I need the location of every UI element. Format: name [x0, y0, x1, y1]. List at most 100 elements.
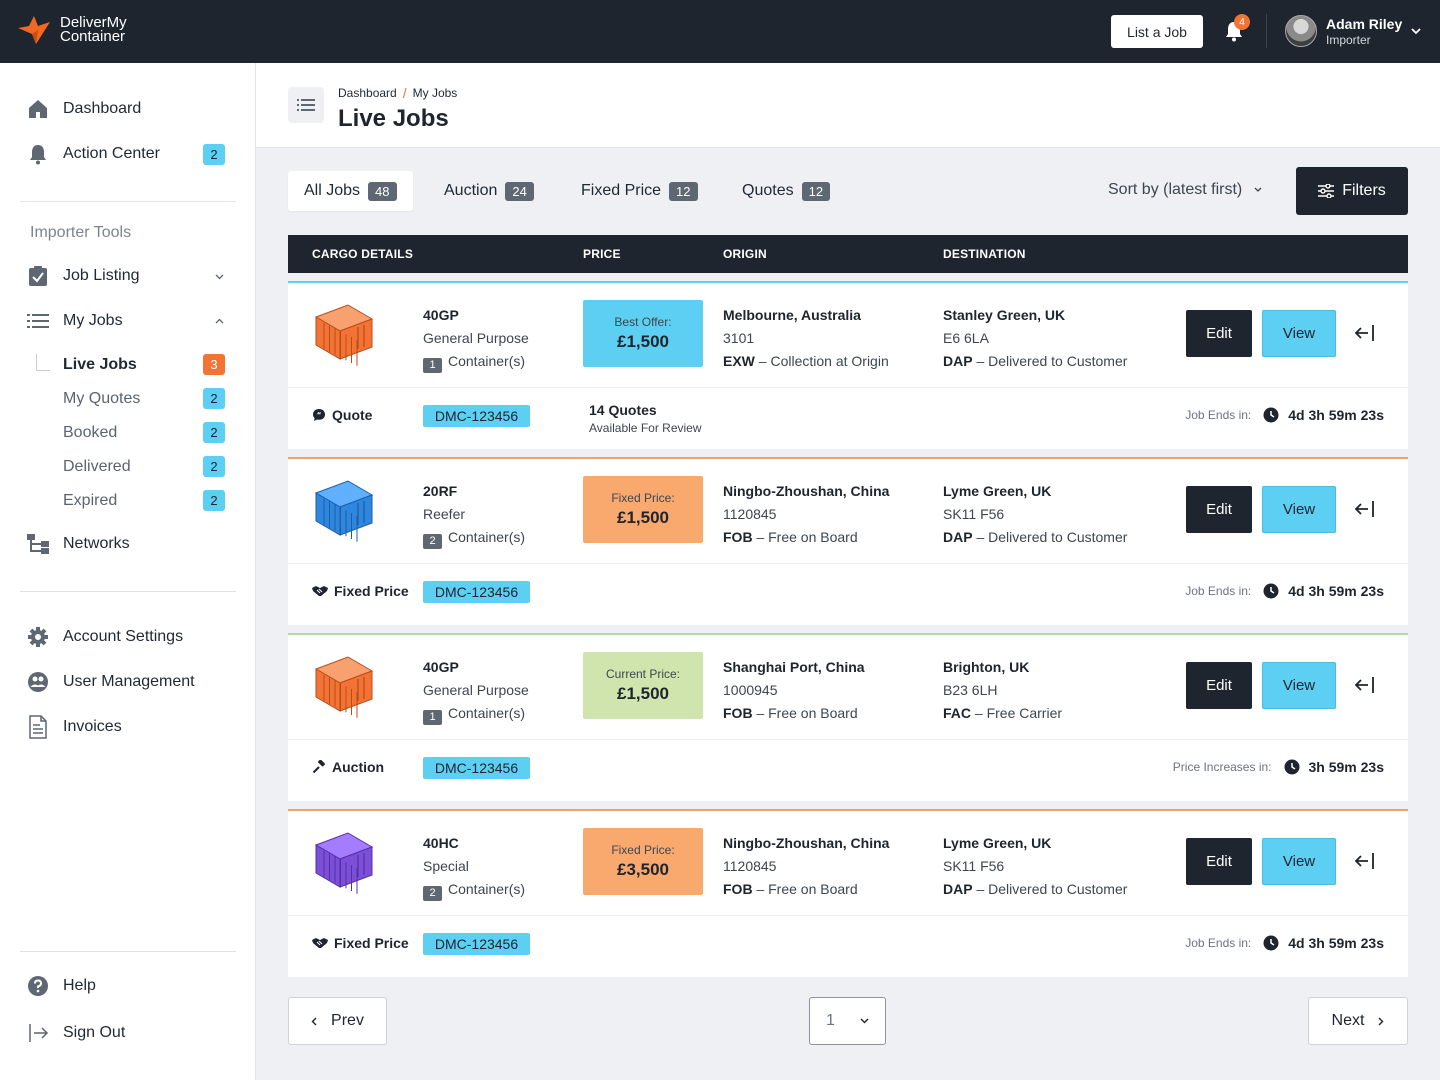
sidebar-item-booked[interactable]: Booked [63, 424, 118, 441]
price-box: Fixed Price: £1,500 [583, 476, 703, 543]
avatar[interactable] [1285, 15, 1317, 47]
collapse-arrow-icon[interactable] [1354, 323, 1376, 343]
origin: Ningbo-Zhoushan, China 1120845 FOB – Free … [723, 832, 889, 901]
clock-icon [1263, 583, 1279, 599]
destination: Lyme Green, UK SK11 F56 DAP – Delivered to… [943, 832, 1127, 901]
origin: Ningbo-Zhoushan, China 1120845 FOB – Free … [723, 480, 889, 549]
chevron-down-icon[interactable] [1410, 26, 1422, 36]
sidebar-item-account-settings[interactable]: Account Settings [26, 625, 183, 649]
logo-icon [18, 16, 50, 44]
tab-quotes[interactable]: Quotes 12 [742, 171, 831, 211]
sidebar-item-networks[interactable]: Networks [26, 532, 130, 556]
edit-button[interactable]: Edit [1186, 662, 1252, 709]
sidebar-item-delivered[interactable]: Delivered [63, 458, 131, 475]
container-kind: Special [423, 858, 469, 874]
view-button[interactable]: View [1262, 838, 1336, 885]
user-name[interactable]: Adam Riley [1326, 16, 1403, 32]
quantity-badge: 2 [423, 534, 442, 549]
sidebar-section-label: Importer Tools [30, 224, 132, 241]
destination-term-desc: – Free Carrier [974, 705, 1063, 721]
tab-auction[interactable]: Auction 24 [444, 171, 534, 211]
origin-postcode: 1000945 [723, 682, 778, 698]
edit-button[interactable]: Edit [1186, 486, 1252, 533]
sidebar-item-my-jobs[interactable]: My Jobs [26, 309, 123, 333]
sidebar-item-label: Job Listing [63, 267, 140, 284]
breadcrumb-dashboard[interactable]: Dashboard [338, 86, 397, 100]
destination: Lyme Green, UK SK11 F56 DAP – Delivered to… [943, 480, 1127, 549]
bell-icon [26, 142, 50, 166]
prev-page-button[interactable]: Prev [288, 997, 387, 1045]
breadcrumb: Dashboard / My Jobs [338, 85, 457, 101]
view-button[interactable]: View [1262, 310, 1336, 357]
edit-button[interactable]: Edit [1186, 310, 1252, 357]
sidebar-item-dashboard[interactable]: Dashboard [26, 97, 141, 121]
sort-dropdown[interactable]: Sort by (latest first) [1108, 181, 1262, 199]
job-reference-badge[interactable]: DMC-123456 [423, 933, 530, 955]
edit-button[interactable]: Edit [1186, 838, 1252, 885]
chevron-down-icon[interactable] [215, 274, 224, 280]
job-type: Fixed Price [312, 583, 409, 599]
container-quantity: 2 Container(s) [423, 878, 525, 901]
tab-label: All Jobs [304, 182, 361, 199]
origin-term-desc: – Free on Board [756, 881, 858, 897]
sidebar-item-label: Action Center [63, 145, 160, 162]
origin-term-desc: – Free on Board [756, 705, 858, 721]
collapse-arrow-icon[interactable] [1354, 499, 1376, 519]
container-kind: General Purpose [423, 330, 529, 346]
tab-fixed-price[interactable]: Fixed Price 12 [581, 171, 698, 211]
list-a-job-button[interactable]: List a Job [1111, 15, 1203, 48]
tree-connector [36, 354, 50, 371]
card-accent-line [288, 281, 1408, 283]
page-select[interactable]: 1 [809, 997, 886, 1045]
sidebar-item-expired[interactable]: Expired [63, 492, 118, 509]
svg-text:“: “ [317, 411, 322, 419]
sidebar-item-job-listing[interactable]: Job Listing [26, 264, 140, 288]
sidebar-item-action-center[interactable]: Action Center [26, 142, 160, 166]
sidebar-item-live-jobs[interactable]: Live Jobs [63, 356, 137, 373]
destination-city: Brighton, UK [943, 659, 1030, 675]
job-type-label: Auction [332, 759, 385, 775]
timer-label: Job Ends in: [1185, 584, 1252, 598]
origin-term-code: FOB [723, 529, 753, 545]
sidebar-item-invoices[interactable]: Invoices [26, 715, 122, 739]
sidebar-item-my-quotes[interactable]: My Quotes [63, 390, 141, 407]
view-button[interactable]: View [1262, 662, 1336, 709]
quotes-info[interactable]: 14 Quotes Available For Review [589, 401, 702, 437]
sidebar-item-user-management[interactable]: User Management [26, 670, 195, 694]
timer-value: 3h 59m 23s [1308, 759, 1385, 775]
breadcrumb-my-jobs[interactable]: My Jobs [412, 86, 458, 100]
origin-term-code: FOB [723, 881, 753, 897]
sidebar-item-label: My Jobs [63, 312, 123, 329]
clock-icon [1263, 935, 1279, 951]
collapse-arrow-icon[interactable] [1354, 675, 1376, 695]
job-reference-badge[interactable]: DMC-123456 [423, 581, 530, 603]
sidebar-item-help[interactable]: Help [26, 974, 96, 998]
view-button[interactable]: View [1262, 486, 1336, 533]
chevron-right-icon [1378, 1017, 1384, 1025]
job-card: 40GP General Purpose 1 Container(s) Best Off… [288, 281, 1408, 449]
price-label: Fixed Price: [611, 491, 675, 505]
container-icon [314, 832, 374, 894]
container-code: 40GP [423, 659, 459, 675]
origin-postcode: 3101 [723, 330, 755, 346]
origin-term-code: EXW [723, 353, 755, 369]
card-divider [288, 739, 1408, 740]
user-role: Importer [1326, 33, 1371, 47]
container-icon [314, 304, 374, 366]
column-header-origin: ORIGIN [723, 247, 767, 261]
card-accent-line [288, 633, 1408, 635]
sidebar-item-sign-out[interactable]: Sign Out [26, 1021, 125, 1045]
destination-postcode: B23 6LH [943, 682, 998, 698]
chevron-up-icon[interactable] [215, 318, 224, 324]
collapse-arrow-icon[interactable] [1354, 851, 1376, 871]
destination: Stanley Green, UK E6 6LA DAP – Delivered t… [943, 304, 1127, 373]
destination-incoterm: DAP – Delivered to Customer [943, 878, 1127, 901]
next-page-button[interactable]: Next [1308, 997, 1408, 1045]
next-label: Next [1331, 1012, 1365, 1029]
filters-button[interactable]: Filters [1296, 167, 1408, 215]
brand-logo[interactable]: DeliverMy Container [16, 14, 127, 46]
job-reference-badge[interactable]: DMC-123456 [423, 405, 530, 427]
expired-count-badge: 2 [203, 490, 225, 511]
tab-all-jobs[interactable]: All Jobs 48 [288, 171, 413, 211]
job-reference-badge[interactable]: DMC-123456 [423, 757, 530, 779]
